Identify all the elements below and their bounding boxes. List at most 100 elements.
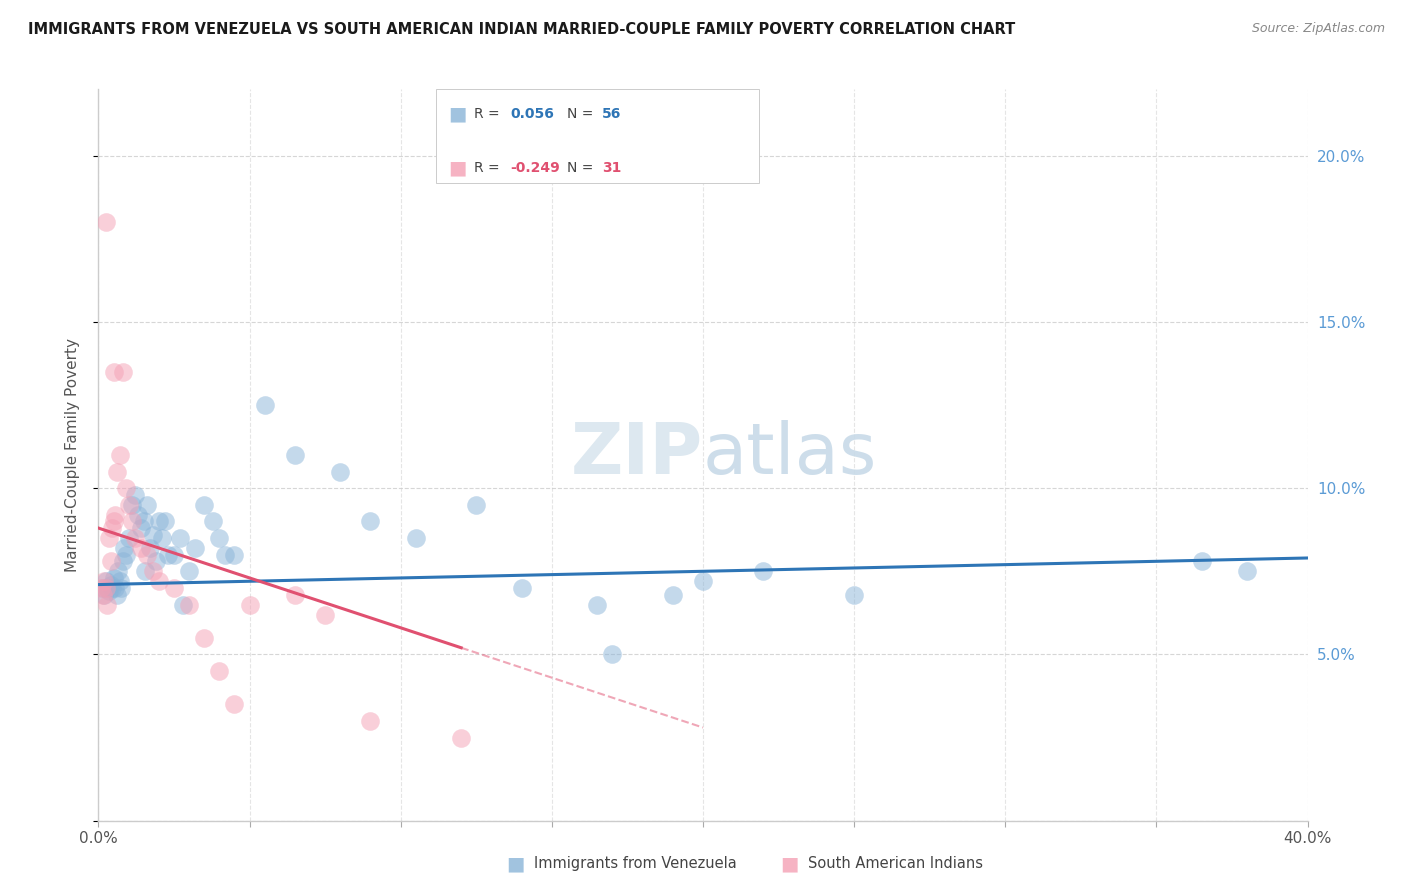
Point [96,581,118,595]
Point [450,731,472,745]
Point [103,365,125,379]
Point [602,648,624,662]
Point [139,541,162,555]
Text: South American Indians: South American Indians [808,856,983,871]
Point [224,548,246,562]
Point [405,531,427,545]
Point [179,564,201,578]
Point [148,515,170,529]
Point [118,531,141,545]
Point [108,448,131,462]
Point [91,581,114,595]
Text: ■: ■ [449,158,467,178]
Point [101,581,124,595]
Point [129,541,152,555]
Point [124,531,146,545]
Point [1191,554,1213,568]
Text: 56: 56 [602,107,621,121]
Point [752,564,775,578]
Point [193,498,215,512]
Text: R =: R = [474,161,503,175]
Point [94,574,117,589]
Point [163,548,186,562]
Point [93,588,115,602]
Point [284,448,307,462]
Point [465,498,488,512]
Point [98,584,121,599]
Point [224,698,246,712]
Point [105,588,128,602]
Text: -0.249: -0.249 [510,161,560,175]
Point [127,508,149,522]
Point [114,548,136,562]
Point [284,588,307,602]
Point [98,531,121,545]
Point [104,581,127,595]
Text: Source: ZipAtlas.com: Source: ZipAtlas.com [1251,22,1385,36]
Point [135,548,157,562]
Point [844,588,866,602]
Text: ■: ■ [506,854,524,873]
Point [118,498,141,512]
Point [105,465,128,479]
Point [100,554,122,568]
Point [314,607,336,622]
Point [208,664,231,678]
Point [114,481,136,495]
Point [510,581,533,595]
Point [103,571,125,585]
Point [661,588,683,602]
Text: R =: R = [474,107,503,121]
Point [135,498,157,512]
Text: N =: N = [567,107,598,121]
Point [90,581,112,595]
Point [94,581,117,595]
Point [129,521,152,535]
Point [150,531,173,545]
Point [172,598,194,612]
Text: ■: ■ [449,104,467,124]
Point [184,541,207,555]
Text: IMMIGRANTS FROM VENEZUELA VS SOUTH AMERICAN INDIAN MARRIED-COUPLE FAMILY POVERTY: IMMIGRANTS FROM VENEZUELA VS SOUTH AMERI… [28,22,1015,37]
Point [329,465,352,479]
Point [253,398,276,412]
Point [124,488,146,502]
Point [156,548,179,562]
Text: ■: ■ [780,854,799,873]
Point [93,574,115,589]
Point [103,515,125,529]
Text: Immigrants from Venezuela: Immigrants from Venezuela [534,856,737,871]
Point [148,574,170,589]
Point [108,574,131,589]
Point [153,515,176,529]
Point [100,577,122,591]
Point [179,598,201,612]
Point [111,554,134,568]
Point [121,515,143,529]
Point [692,574,714,589]
Point [91,588,114,602]
Point [214,548,236,562]
Point [239,598,262,612]
Text: ZIP: ZIP [571,420,703,490]
Point [142,564,165,578]
Point [104,508,127,522]
Text: 31: 31 [602,161,621,175]
Point [94,215,117,229]
Point [112,541,135,555]
Point [202,515,225,529]
Point [134,564,156,578]
Point [169,531,191,545]
Point [101,521,124,535]
Point [360,714,382,728]
Point [208,531,231,545]
Point [193,631,215,645]
Point [360,515,382,529]
Point [121,498,143,512]
Point [1236,564,1258,578]
Point [107,564,129,578]
Point [142,527,165,541]
Y-axis label: Married-Couple Family Poverty: Married-Couple Family Poverty [65,338,80,572]
Point [110,581,132,595]
Text: atlas: atlas [703,420,877,490]
